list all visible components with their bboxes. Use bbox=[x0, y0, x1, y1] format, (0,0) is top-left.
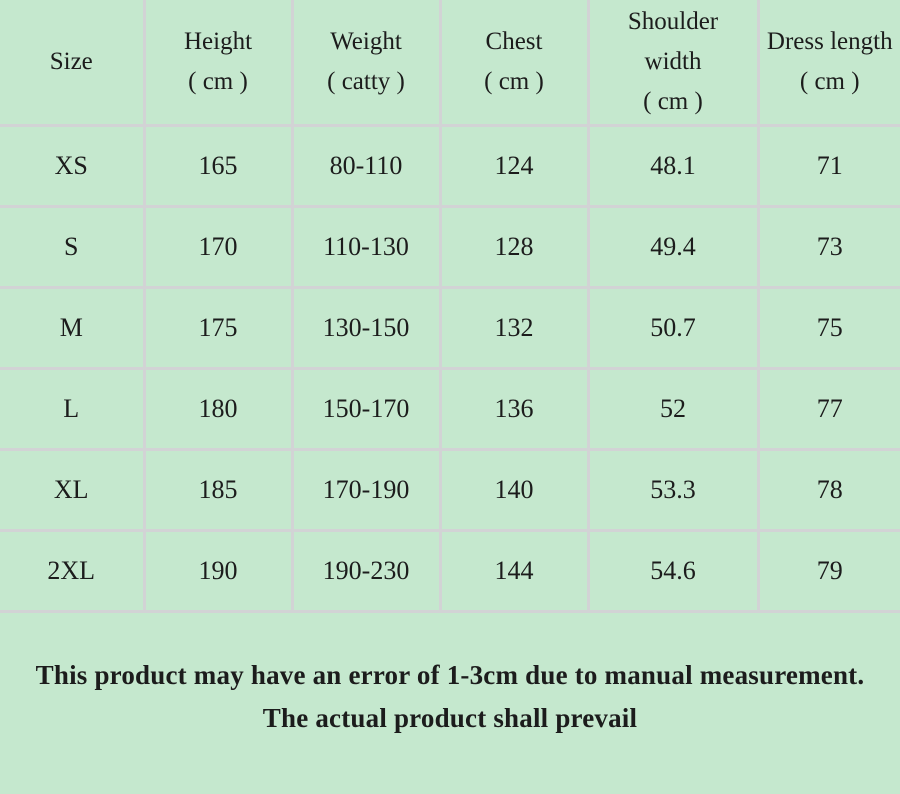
cell-shoulder-width: 50.7 bbox=[588, 287, 760, 370]
header-cell-shoulder-width: Shoulder width ( cm ) bbox=[588, 0, 760, 127]
header-cell-height: Height ( cm ) bbox=[144, 0, 294, 127]
cell-weight: 190-230 bbox=[292, 530, 442, 613]
cell-height: 175 bbox=[144, 287, 294, 370]
header-label: Weight bbox=[330, 27, 402, 55]
table-row-m: M 175 130-150 132 50.7 75 bbox=[0, 287, 900, 370]
cell-chest: 140 bbox=[440, 449, 590, 532]
size-table: Size Height ( cm ) Weight ( catty ) Ches… bbox=[0, 0, 900, 613]
cell-weight: 80-110 bbox=[292, 125, 442, 208]
cell-height: 190 bbox=[144, 530, 294, 613]
header-cell-chest: Chest ( cm ) bbox=[440, 0, 590, 127]
header-unit: ( cm ) bbox=[484, 67, 544, 95]
table-row-xs: XS 165 80-110 124 48.1 71 bbox=[0, 125, 900, 208]
cell-dress-length: 75 bbox=[758, 287, 900, 370]
cell-height: 165 bbox=[144, 125, 294, 208]
cell-dress-length: 79 bbox=[758, 530, 900, 613]
header-unit: ( cm ) bbox=[643, 87, 703, 115]
header-cell-size: Size bbox=[0, 0, 146, 127]
cell-size: XL bbox=[0, 449, 146, 532]
cell-size: XS bbox=[0, 125, 146, 208]
cell-size: L bbox=[0, 368, 146, 451]
cell-height: 170 bbox=[144, 206, 294, 289]
table-row-s: S 170 110-130 128 49.4 73 bbox=[0, 206, 900, 289]
cell-size: S bbox=[0, 206, 146, 289]
cell-chest: 132 bbox=[440, 287, 590, 370]
cell-dress-length: 73 bbox=[758, 206, 900, 289]
cell-height: 180 bbox=[144, 368, 294, 451]
cell-weight: 150-170 bbox=[292, 368, 442, 451]
cell-weight: 170-190 bbox=[292, 449, 442, 532]
cell-shoulder-width: 49.4 bbox=[588, 206, 760, 289]
note-line-1: This product may have an error of 1-3cm … bbox=[35, 659, 865, 690]
cell-chest: 136 bbox=[440, 368, 590, 451]
table-row-xl: XL 185 170-190 140 53.3 78 bbox=[0, 449, 900, 532]
cell-weight: 110-130 bbox=[292, 206, 442, 289]
cell-shoulder-width: 52 bbox=[588, 368, 760, 451]
header-row: Size Height ( cm ) Weight ( catty ) Ches… bbox=[0, 0, 900, 127]
cell-chest: 124 bbox=[440, 125, 590, 208]
table-row-2xl: 2XL 190 190-230 144 54.6 79 bbox=[0, 530, 900, 613]
cell-weight: 130-150 bbox=[292, 287, 442, 370]
header-label: Height bbox=[183, 27, 253, 55]
header-label: Size bbox=[49, 47, 93, 75]
header-unit: ( cm ) bbox=[188, 67, 248, 95]
cell-shoulder-width: 54.6 bbox=[588, 530, 760, 613]
cell-dress-length: 71 bbox=[758, 125, 900, 208]
note-line-2: The actual product shall prevail bbox=[262, 702, 638, 733]
header-unit: ( catty ) bbox=[327, 67, 405, 95]
header-cell-dress-length: Dress length ( cm ) bbox=[758, 0, 900, 127]
cell-size: M bbox=[0, 287, 146, 370]
measurement-note: This product may have an error of 1-3cm … bbox=[0, 613, 900, 740]
cell-dress-length: 77 bbox=[758, 368, 900, 451]
header-label: Shoulder bbox=[627, 7, 719, 35]
header-unit: ( cm ) bbox=[799, 67, 860, 95]
cell-chest: 144 bbox=[440, 530, 590, 613]
header-label: Dress length bbox=[766, 27, 893, 55]
cell-shoulder-width: 48.1 bbox=[588, 125, 760, 208]
header-label: width bbox=[644, 47, 702, 75]
header-label: Chest bbox=[485, 27, 543, 55]
cell-shoulder-width: 53.3 bbox=[588, 449, 760, 532]
table-row-l: L 180 150-170 136 52 77 bbox=[0, 368, 900, 451]
cell-chest: 128 bbox=[440, 206, 590, 289]
cell-dress-length: 78 bbox=[758, 449, 900, 532]
cell-size: 2XL bbox=[0, 530, 146, 613]
header-cell-weight: Weight ( catty ) bbox=[292, 0, 442, 127]
cell-height: 185 bbox=[144, 449, 294, 532]
